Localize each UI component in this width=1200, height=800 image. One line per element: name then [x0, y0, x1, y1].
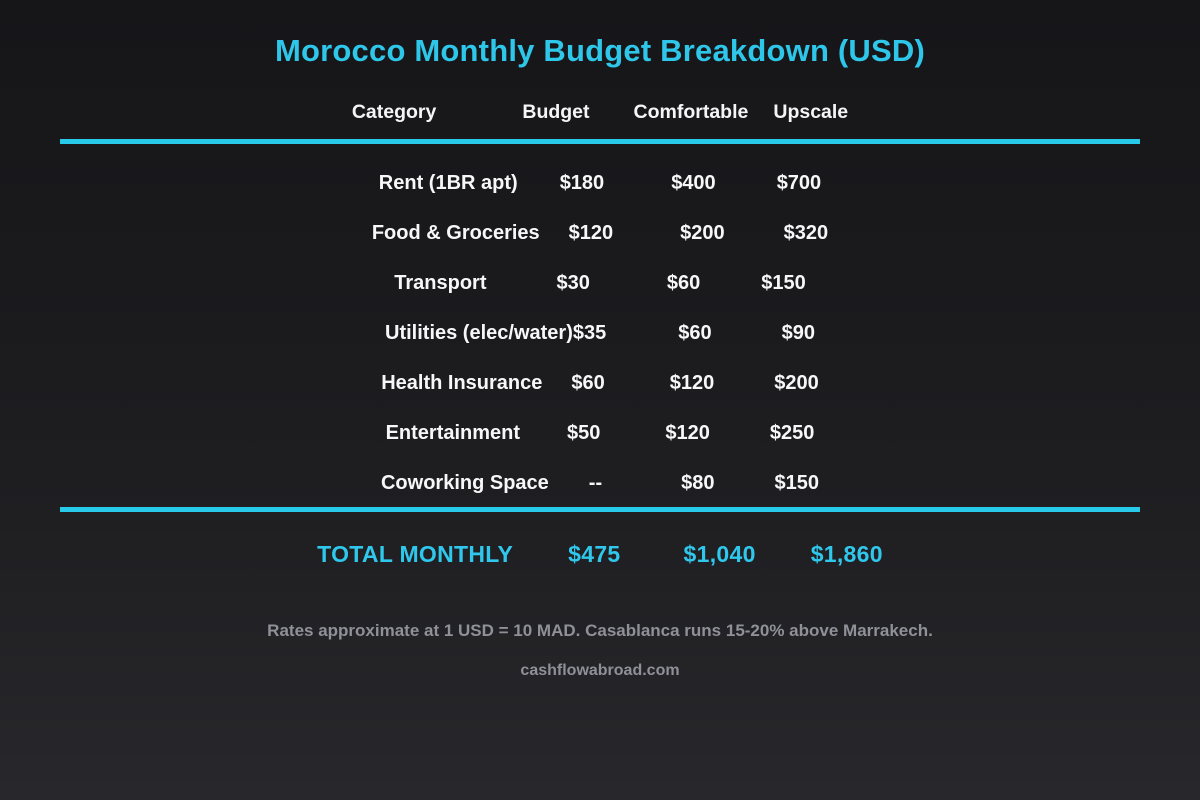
- table-row: Rent (1BR apt) $180 $400 $700: [0, 158, 1200, 208]
- category-cell: Food & Groceries: [371, 221, 540, 244]
- upscale-cell: $700: [776, 171, 822, 194]
- upscale-cell: $320: [783, 221, 829, 244]
- column-header-comfortable: Comfortable: [633, 101, 749, 123]
- comfortable-cell: $80: [681, 471, 715, 494]
- upscale-cell: $150: [761, 271, 806, 294]
- table-row: Food & Groceries $120 $200 $320: [0, 208, 1200, 258]
- category-cell: Entertainment: [385, 421, 521, 444]
- upscale-cell: $250: [769, 421, 815, 444]
- budget-cell: $180: [559, 171, 605, 194]
- budget-cell: $60: [571, 371, 605, 394]
- budget-cell: --: [588, 471, 603, 494]
- table-header-row: Category Budget Comfortable Upscale: [0, 101, 1200, 124]
- upscale-cell: $200: [774, 371, 819, 394]
- exchange-rate-note: Rates approximate at 1 USD = 10 MAD. Cas…: [267, 621, 933, 640]
- comfortable-cell: $200: [680, 221, 725, 244]
- upscale-cell: $150: [774, 471, 820, 494]
- bottom-divider-line: [60, 507, 1140, 512]
- column-header-category: Category: [351, 101, 437, 123]
- total-comfortable-cell: $1,040: [683, 541, 756, 567]
- table-row: Utilities (elec/water) $35 $60 $90: [0, 308, 1200, 358]
- category-cell: Utilities (elec/water): [385, 321, 573, 344]
- category-cell: Transport: [394, 271, 487, 294]
- budget-cell: $35: [572, 321, 607, 344]
- comfortable-cell: $120: [665, 421, 710, 444]
- category-cell: Coworking Space: [380, 471, 549, 494]
- column-header-budget: Budget: [522, 101, 590, 123]
- top-divider-line: [60, 139, 1140, 144]
- category-cell: Rent (1BR apt): [378, 171, 518, 194]
- comfortable-cell: $60: [678, 321, 712, 344]
- comfortable-cell: $120: [669, 371, 715, 394]
- table-body: Rent (1BR apt) $180 $400 $700 Food & Gro…: [0, 158, 1200, 508]
- table-row: Coworking Space -- $80 $150: [0, 458, 1200, 508]
- budget-cell: $30: [556, 271, 590, 294]
- comfortable-cell: $400: [671, 171, 716, 194]
- table-row: Transport $30 $60 $150: [0, 258, 1200, 308]
- total-row: TOTAL MONTHLY $475 $1,040 $1,860: [0, 541, 1200, 568]
- total-upscale-cell: $1,860: [810, 541, 883, 567]
- budget-cell: $120: [568, 221, 614, 244]
- website-text: cashflowabroad.com: [520, 662, 680, 679]
- budget-cell: $50: [567, 421, 601, 444]
- total-label: TOTAL MONTHLY: [317, 541, 514, 567]
- table-row: Health Insurance $60 $120 $200: [0, 358, 1200, 408]
- upscale-cell: $90: [781, 321, 815, 344]
- table-row: Entertainment $50 $120 $250: [0, 408, 1200, 458]
- total-budget-cell: $475: [568, 541, 621, 567]
- category-cell: Health Insurance: [381, 371, 543, 394]
- page-title: Morocco Monthly Budget Breakdown (USD): [275, 33, 925, 68]
- comfortable-cell: $60: [666, 271, 701, 294]
- column-header-upscale: Upscale: [773, 101, 849, 123]
